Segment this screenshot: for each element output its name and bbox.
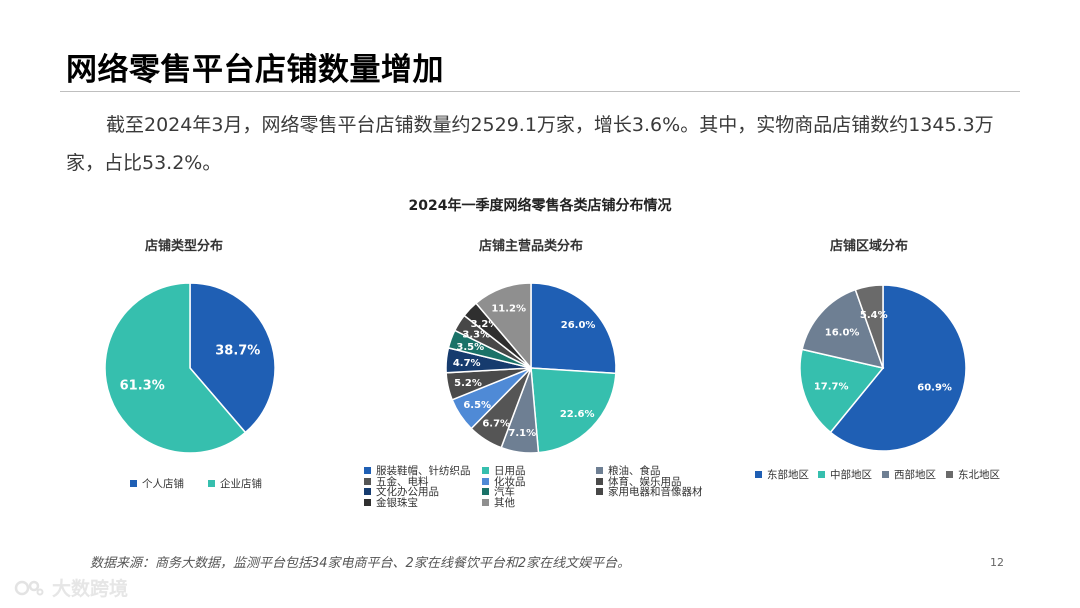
pie1-label-2: 7.1% bbox=[508, 428, 536, 439]
legend-swatch bbox=[596, 477, 603, 485]
legend-swatch bbox=[596, 488, 603, 495]
pie1-label-6: 4.7% bbox=[453, 358, 481, 369]
pie1-label-4: 6.5% bbox=[463, 400, 491, 411]
pie-title-store-type: 店铺类型分布 bbox=[144, 239, 223, 254]
legend1-item-3: 五金、电料 bbox=[364, 476, 429, 488]
legend-swatch bbox=[482, 467, 489, 474]
legend-label: 粮油、食品 bbox=[608, 465, 661, 477]
page-title: 网络零售平台店铺数量增加 bbox=[66, 52, 444, 88]
legend-label: 服装鞋帽、针纺织品 bbox=[376, 465, 471, 477]
watermark-logo-icon bbox=[14, 580, 44, 596]
legend1-item-7: 汽车 bbox=[482, 486, 515, 498]
pie1-slice-0 bbox=[530, 282, 617, 375]
pie-title-region: 店铺区域分布 bbox=[829, 239, 908, 254]
pie1-label-8: 3.3% bbox=[462, 330, 490, 341]
pie1-label-9: 3.2% bbox=[471, 319, 499, 330]
pie0-slice-1 bbox=[104, 282, 247, 454]
legend-label: 五金、电料 bbox=[376, 475, 429, 488]
legend-label: 个人店铺 bbox=[142, 478, 184, 490]
watermark-text: 大数跨境 bbox=[52, 578, 129, 600]
legend-swatch bbox=[364, 477, 371, 485]
legend-label: 化妆品 bbox=[494, 475, 526, 488]
pie-region: 60.9% 17.7% 16.0%5.4% bbox=[799, 284, 967, 452]
legend-swatch bbox=[596, 467, 603, 474]
legend-swatch bbox=[482, 477, 489, 485]
legend2-item-2: 西部地区 bbox=[882, 469, 936, 481]
legend-label: 西部地区 bbox=[894, 469, 936, 481]
pie2-slice-1 bbox=[799, 348, 885, 434]
legend-label: 家用电器和音像器材 bbox=[608, 486, 703, 498]
pie1-label-1: 22.6% bbox=[560, 409, 595, 420]
legend-label: 中部地区 bbox=[830, 469, 872, 481]
pie2-slice-0 bbox=[829, 284, 967, 452]
legend-label: 日用品 bbox=[494, 465, 526, 477]
legend1-item-0: 服装鞋帽、针纺织品 bbox=[364, 465, 471, 477]
pie1-label-5: 5.2% bbox=[454, 378, 482, 389]
legend-swatch bbox=[130, 480, 137, 487]
data-source-note: 数据来源：商务大数据，监测平台包括34家电商平台、2家在线餐饮平台和2家在线文娱… bbox=[90, 556, 631, 571]
legend-swatch bbox=[755, 471, 762, 478]
pie2-label-1: 17.7% bbox=[814, 382, 849, 393]
pie2-label-3: 5.4% bbox=[860, 310, 888, 321]
legend1-item-5: 体育、娱乐用品 bbox=[596, 476, 682, 488]
legend-label: 其他 bbox=[494, 496, 515, 509]
legend1-item-1: 日用品 bbox=[482, 465, 526, 477]
legend1-item-9: 金银珠宝 bbox=[364, 497, 418, 509]
legend-label: 企业店铺 bbox=[220, 478, 262, 490]
legend-label: 汽车 bbox=[494, 486, 515, 498]
legend1-item-10: 其他 bbox=[482, 497, 515, 509]
page-number: 12 bbox=[990, 556, 1004, 569]
pie2-slice-3 bbox=[854, 284, 884, 369]
legend-swatch bbox=[482, 488, 489, 495]
legend-label: 体育、娱乐用品 bbox=[608, 475, 682, 488]
legend-swatch bbox=[364, 488, 371, 495]
summary-text: 截至2024年3月，网络零售平台店铺数量约2529.1万家，增长3.6%。其中，… bbox=[66, 114, 994, 174]
legend-swatch bbox=[882, 471, 889, 478]
pie1-label-3: 6.7% bbox=[482, 418, 510, 429]
legend1-item-4: 化妆品 bbox=[482, 476, 526, 488]
chart-title: 2024年一季度网络零售各类店铺分布情况 bbox=[408, 198, 672, 214]
pie-title-category: 店铺主营品类分布 bbox=[478, 239, 583, 254]
pie1-slice-1 bbox=[530, 367, 617, 454]
legend-swatch bbox=[364, 467, 371, 474]
pie0-label-1: 61.3% bbox=[120, 379, 165, 394]
legend-swatch bbox=[482, 498, 489, 506]
legend2-item-1: 中部地区 bbox=[818, 469, 872, 481]
pie2-label-2: 16.0% bbox=[825, 328, 860, 339]
legend-label: 金银珠宝 bbox=[376, 496, 418, 509]
pie2-slice-2 bbox=[801, 288, 885, 370]
pie1-label-0: 26.0% bbox=[561, 320, 596, 331]
pie0-slice-0 bbox=[189, 282, 276, 434]
legend-swatch bbox=[946, 471, 953, 478]
pie1-label-10: 11.2% bbox=[491, 303, 526, 314]
legend-swatch bbox=[208, 480, 215, 487]
legend2-item-3: 东北地区 bbox=[946, 469, 1000, 481]
pie1-label-7: 3.5% bbox=[456, 342, 484, 353]
legend-swatch bbox=[818, 471, 825, 478]
legend-label: 东北地区 bbox=[958, 469, 1000, 481]
legend1-item-6: 文化办公用品 bbox=[364, 486, 439, 498]
pie-category: 26.0% 22.6% 7.1%6.7% 6.5% 5.2% 4.7% 3.5%3.3%3.… bbox=[445, 282, 617, 454]
legend1-item-8: 家用电器和音像器材 bbox=[596, 486, 703, 498]
watermark: 大数跨境 bbox=[14, 574, 128, 601]
legend2-item-0: 东部地区 bbox=[755, 469, 809, 481]
pie0-label-0: 38.7% bbox=[215, 343, 260, 358]
legend1-item-2: 粮油、食品 bbox=[596, 465, 661, 477]
legend-swatch bbox=[364, 498, 371, 506]
legend0-item-1: 企业店铺 bbox=[208, 478, 262, 490]
pie2-label-0: 60.9% bbox=[917, 382, 952, 393]
pie-store-type: 38.7% 61.3% bbox=[104, 282, 276, 454]
legend-label: 东部地区 bbox=[767, 469, 809, 481]
legend-label: 文化办公用品 bbox=[376, 486, 439, 498]
legend0-item-0: 个人店铺 bbox=[130, 478, 184, 490]
pie1-slice-10 bbox=[474, 282, 532, 371]
title-divider bbox=[60, 91, 1020, 92]
